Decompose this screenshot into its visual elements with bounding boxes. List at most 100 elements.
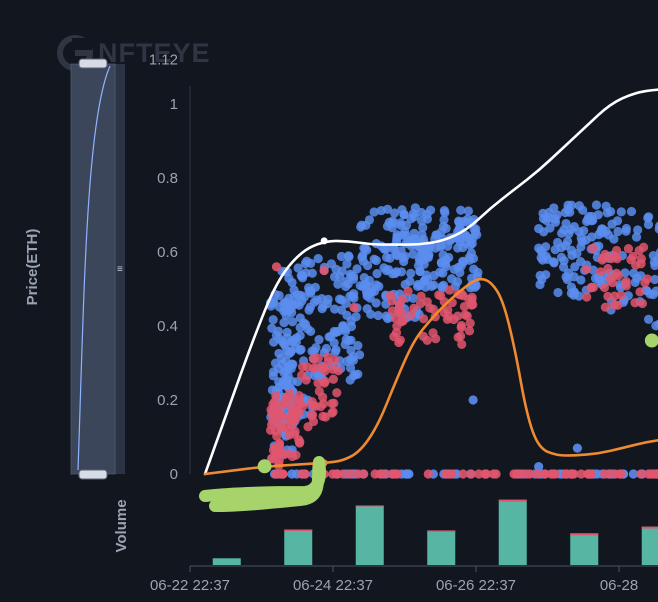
scatter-point: [327, 398, 337, 409]
scatter-point: [341, 334, 351, 345]
scatter-point: [633, 225, 643, 235]
highlight-point: [644, 333, 658, 348]
scatter-point: [626, 206, 637, 217]
x-axis-ticks: 06-22 22:37 06-24 22:37 06-26 22:37 06-28: [150, 566, 638, 594]
scatter-point: [465, 233, 475, 244]
scatter-point: [295, 313, 305, 323]
scatter-point: [297, 469, 307, 479]
grip-icon[interactable]: ≡: [117, 264, 123, 275]
scatter-point: [287, 336, 297, 346]
scatter-point: [379, 469, 389, 479]
scatter-point: [313, 353, 323, 363]
scatter-point: [376, 205, 386, 216]
scatter-point: [399, 210, 409, 220]
scatter-point: [312, 362, 322, 373]
scatter-point: [371, 255, 381, 266]
scatter-point: [352, 264, 362, 274]
scatter-point: [600, 249, 610, 259]
range-slider[interactable]: ≡: [70, 58, 125, 480]
scatter-point: [595, 267, 606, 277]
scatter-point: [290, 415, 300, 425]
scatter-point: [406, 310, 416, 320]
scatter-point: [428, 304, 439, 314]
x-tick-label: 06-26 22:37: [436, 577, 516, 594]
scatter-point: [418, 314, 429, 324]
scatter-point: [307, 268, 317, 278]
volume-bar-top: [570, 533, 599, 536]
scatter-point: [651, 286, 658, 296]
scatter-point: [655, 248, 658, 257]
scatter-point: [593, 210, 603, 220]
scatter-point: [381, 252, 392, 262]
scatter-point: [651, 321, 658, 331]
scatter-point: [585, 469, 595, 479]
scatter-point: [612, 216, 623, 226]
scatter-point: [586, 283, 596, 293]
scatter-point: [588, 243, 598, 253]
highlight-point: [257, 459, 272, 474]
scatter-point: [632, 273, 642, 283]
scatter-point: [423, 469, 433, 479]
y-tick-label: 0: [170, 466, 178, 483]
scatter-point: [603, 263, 613, 274]
scatter-point: [637, 298, 648, 309]
scatter-point: [404, 469, 414, 479]
scatter-point: [540, 469, 550, 479]
scatter-point: [441, 254, 451, 265]
scatter-point: [359, 469, 369, 479]
scatter-point: [464, 294, 474, 304]
scatter-point: [341, 276, 351, 287]
scatter-point: [308, 416, 319, 427]
scatter-point: [652, 469, 658, 479]
range-slider-window[interactable]: [70, 63, 116, 475]
scatter-point: [577, 237, 587, 247]
scatter-point: [376, 241, 387, 251]
trend-line: [203, 88, 658, 476]
scatter-point: [415, 299, 426, 309]
scatter-point: [343, 251, 354, 261]
scatter-point: [306, 326, 316, 336]
scatter-point: [441, 469, 451, 479]
scatter-point: [284, 388, 295, 399]
scatter-point: [447, 274, 457, 284]
scatter-point: [409, 212, 420, 222]
scatter-point: [336, 305, 347, 315]
volume-bar-top: [427, 530, 456, 532]
scatter-point: [463, 206, 473, 216]
scatter-point: [373, 310, 383, 321]
range-slider-bottom-handle[interactable]: [78, 469, 108, 480]
scatter-point: [327, 408, 337, 418]
scatter-point: [631, 260, 641, 270]
scatter-point: [419, 276, 430, 286]
scatter-point: [287, 451, 297, 462]
scatter-point: [370, 469, 380, 479]
scatter-point: [362, 304, 372, 314]
scatter-point: [390, 469, 400, 479]
scatter-point: [355, 281, 365, 291]
scatter-point: [630, 298, 640, 308]
scatter-point: [279, 450, 289, 460]
scatter-point: [539, 227, 549, 237]
scatter-point: [334, 294, 345, 304]
scatter-point: [464, 326, 475, 336]
scatter-point: [646, 469, 656, 479]
trend-marker: [320, 237, 328, 245]
scatter-point: [330, 304, 340, 314]
scatter-point: [364, 215, 375, 225]
scatter-point: [328, 374, 339, 384]
range-slider-top-handle[interactable]: [78, 58, 108, 69]
scatter-point: [278, 380, 288, 390]
scatter-point: [534, 462, 544, 472]
scatter-point: [300, 319, 311, 329]
scatter-point: [457, 339, 467, 349]
scatter-point: [332, 388, 342, 398]
scatter-point: [392, 321, 402, 331]
scatter-point: [270, 358, 281, 368]
scatter-point: [293, 263, 303, 273]
scatter-point: [337, 266, 347, 276]
scatter-point: [456, 205, 466, 215]
scatter-point: [314, 335, 324, 345]
scatter-point: [346, 316, 356, 326]
scatter-point: [488, 469, 499, 479]
scatter-point: [320, 366, 330, 376]
